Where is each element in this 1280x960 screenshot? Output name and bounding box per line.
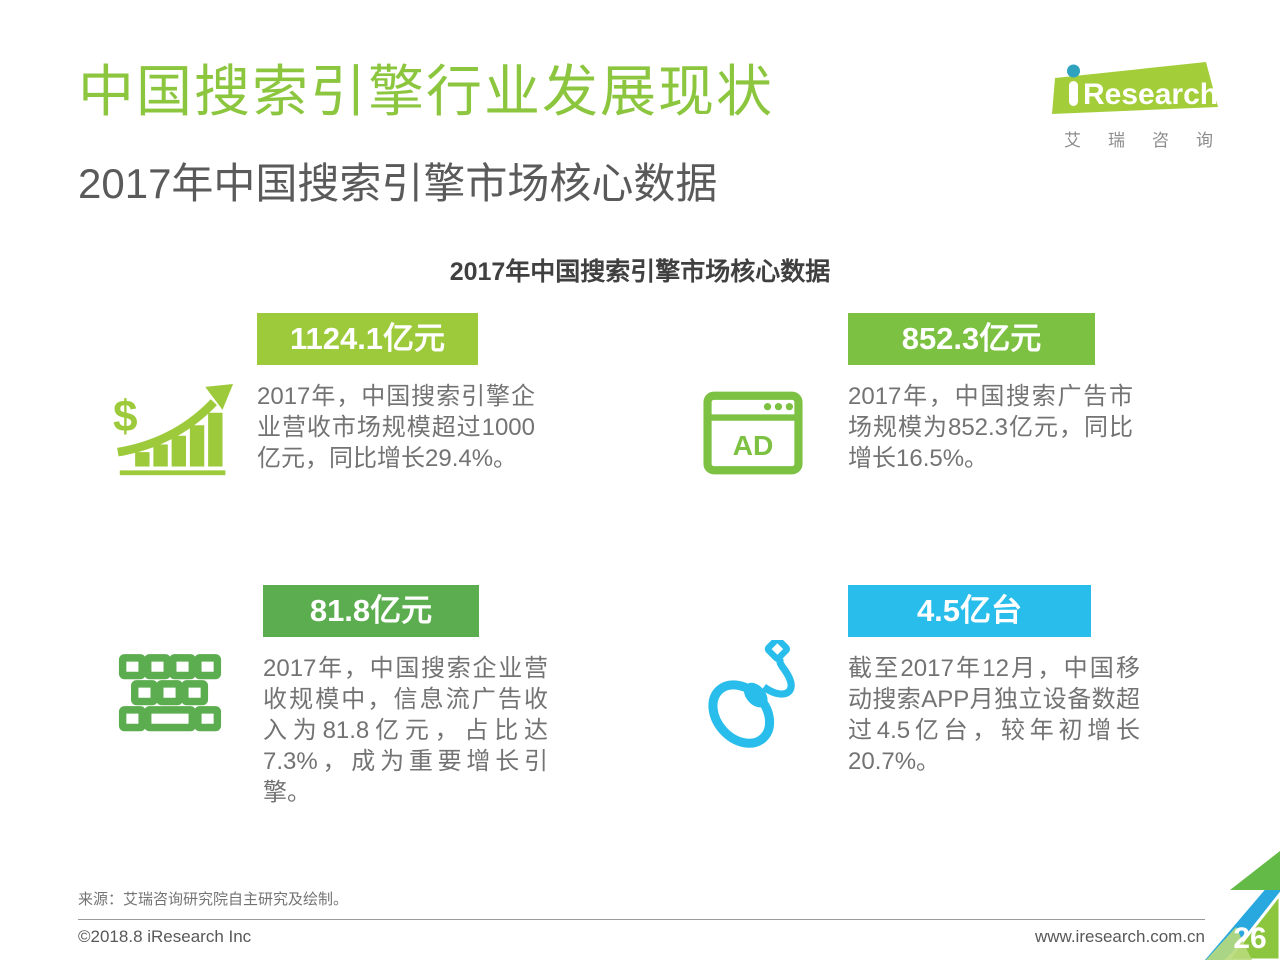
stat-content: 81.8亿元 2017年，中国搜索企业营收规模中，信息流广告收入为81.8亿元，… — [263, 585, 548, 808]
page-title: 中国搜索引擎行业发展现状 — [78, 60, 774, 123]
stat-block-mobile-devices: 4.5亿台 截至2017年12月，中国移动搜索APP月独立设备数超过4.5亿台，… — [695, 585, 1140, 777]
logo-brand-chinese: 艾瑞咨询 — [1064, 131, 1240, 150]
stat-description: 2017年，中国搜索企业营收规模中，信息流广告收入为81.8亿元，占比达7.3%… — [263, 655, 548, 806]
ad-glyph: AD — [733, 429, 774, 461]
stat-value-badge: 81.8亿元 — [263, 585, 479, 637]
logo-brand-text: Research — [1083, 78, 1218, 111]
mouse-icon — [695, 585, 848, 777]
stat-content: 4.5亿台 截至2017年12月，中国移动搜索APP月独立设备数超过4.5亿台，… — [848, 585, 1140, 777]
stat-value-badge: 852.3亿元 — [848, 313, 1095, 365]
source-note: 来源：艾瑞咨询研究院自主研究及绘制。 — [78, 891, 349, 908]
stat-content: 1124.1亿元 2017年，中国搜索引擎企业营收市场规模超过1000亿元，同比… — [257, 313, 535, 484]
stat-block-ad-market: AD 852.3亿元 2017年，中国搜索广告市场规模为852.3亿元，同比增长… — [695, 313, 1133, 480]
stat-description: 2017年，中国搜索广告市场规模为852.3亿元，同比增长16.5%。 — [848, 383, 1133, 472]
revenue-growth-chart-icon: $ — [112, 313, 257, 484]
footer-divider — [78, 919, 1205, 920]
iresearch-logo: Research 艾瑞咨询 — [1052, 60, 1218, 151]
iresearch-logo-icon: Research — [1052, 62, 1218, 114]
page-corner-decoration: 26 — [1205, 851, 1280, 960]
stat-description: 2017年，中国搜索引擎企业营收市场规模超过1000亿元，同比增长29.4%。 — [257, 383, 535, 472]
stat-value-badge: 1124.1亿元 — [257, 313, 478, 365]
stat-description: 截至2017年12月，中国移动搜索APP月独立设备数超过4.5亿台，较年初增长2… — [848, 655, 1140, 775]
ad-browser-icon: AD — [695, 313, 848, 480]
stat-block-feed-ad: 81.8亿元 2017年，中国搜索企业营收规模中，信息流广告收入为81.8亿元，… — [112, 585, 548, 808]
page-number: 26 — [1233, 922, 1266, 955]
stat-content: 852.3亿元 2017年，中国搜索广告市场规模为852.3亿元，同比增长16.… — [848, 313, 1133, 480]
dollar-glyph: $ — [113, 392, 138, 441]
page-subtitle: 2017年中国搜索引擎市场核心数据 — [78, 160, 718, 207]
stat-block-revenue: $ 1124.1亿元 2017年，中国搜索引擎企业营收市场规模超过1000亿元，… — [112, 313, 535, 484]
website-url: www.iresearch.com.cn — [1034, 927, 1205, 946]
keyboard-icon — [112, 585, 263, 808]
section-title: 2017年中国搜索引擎市场核心数据 — [449, 258, 831, 286]
copyright-text: ©2018.8 iResearch Inc — [78, 927, 252, 946]
stat-value-badge: 4.5亿台 — [848, 585, 1091, 637]
